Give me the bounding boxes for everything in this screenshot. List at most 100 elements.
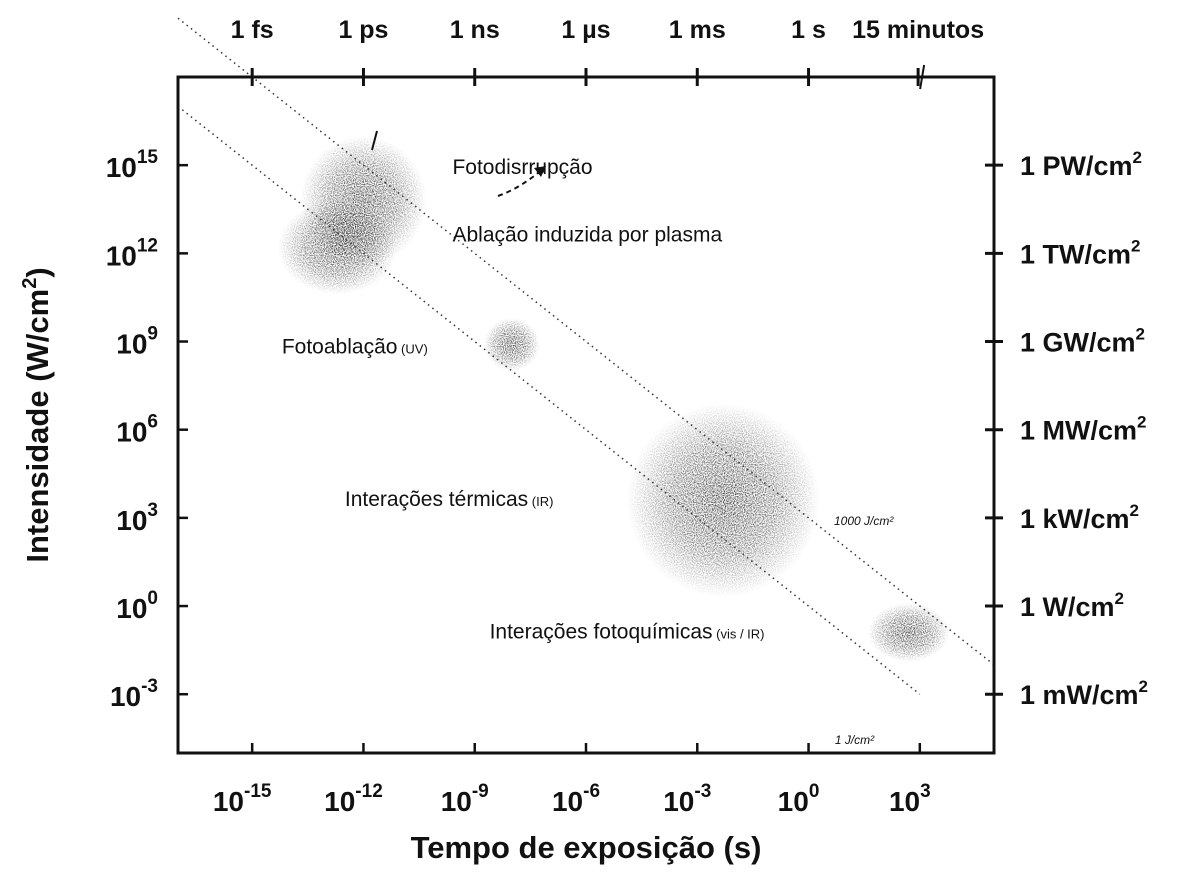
annotation-suffix-4: (vis / IR) <box>713 626 765 641</box>
right-tick-label-2: 1 GW/cm2 <box>1020 325 1145 358</box>
y-tick-exp-1: 12 <box>137 235 158 256</box>
fluence-line-1 <box>177 105 921 695</box>
y-tick-label-1: 1012 <box>106 235 158 271</box>
x-tick-exp-5: 0 <box>809 781 820 802</box>
right-tick-unit-1: 1 TW/cm <box>1020 239 1131 269</box>
right-tick-sup-3: 2 <box>1137 413 1146 432</box>
x-tick-base-5: 10 <box>778 786 809 817</box>
x-tick-label-2: 10-9 <box>441 781 489 817</box>
right-tick-label-4: 1 kW/cm2 <box>1020 501 1139 534</box>
fluence-line-label-1: 1 J/cm² <box>835 733 875 747</box>
x-tick-exp-4: -3 <box>694 781 711 802</box>
annotation-1: Ablação induzida por plasma <box>452 224 722 247</box>
right-tick-label-1: 1 TW/cm2 <box>1020 236 1141 269</box>
top-tick-label-2: 1 ns <box>450 16 500 44</box>
top-tick-label-1: 1 ps <box>338 16 388 44</box>
y-tick-base-0: 10 <box>106 152 137 183</box>
x-tick-exp-0: -15 <box>244 781 272 802</box>
x-tick-exp-6: 3 <box>920 781 931 802</box>
region-ablacao-plasma <box>278 200 397 295</box>
x-tick-base-1: 10 <box>324 786 355 817</box>
y-axis-label-main: Intensidade (W/cm <box>20 289 55 563</box>
annotation-0: Fotodisrrupção <box>452 156 592 179</box>
x-tick-base-6: 10 <box>889 786 920 817</box>
annotation-text-4: Interações fotoquímicas <box>490 620 713 643</box>
right-tick-unit-2: 1 GW/cm <box>1020 328 1136 358</box>
region-termicas <box>626 403 820 598</box>
right-tick-label-6: 1 mW/cm2 <box>1020 677 1148 710</box>
x-tick-base-4: 10 <box>663 786 694 817</box>
y-tick-exp-5: 0 <box>147 588 158 609</box>
y-tick-base-4: 10 <box>116 505 147 536</box>
right-tick-sup-5: 2 <box>1115 589 1124 608</box>
y-tick-label-0: 1015 <box>106 147 159 183</box>
annotation-text-2: Fotoablação <box>282 335 398 358</box>
right-tick-sup-6: 2 <box>1139 677 1148 696</box>
region-fotoablacao <box>484 318 540 371</box>
y-tick-base-1: 10 <box>106 240 137 271</box>
right-tick-unit-6: 1 mW/cm <box>1020 680 1139 710</box>
right-tick-unit-4: 1 kW/cm <box>1020 504 1130 534</box>
top-tick-label-3: 1 µs <box>561 16 610 44</box>
x-tick-base-3: 10 <box>552 786 583 817</box>
top-tick-label-4: 1 ms <box>669 16 726 44</box>
x-tick-exp-1: -12 <box>355 781 382 802</box>
fluence-line-label-0: 1000 J/cm² <box>834 514 894 528</box>
x-axis-label: Tempo de exposição (s) <box>411 830 762 865</box>
fluence-lines: 1000 J/cm² 1 J/cm² <box>177 17 995 747</box>
right-tick-label-5: 1 W/cm2 <box>1020 589 1124 622</box>
x-tick-base-2: 10 <box>441 786 472 817</box>
x-axis: 10-15 10-12 10-9 10-6 10-3 100 103 <box>213 743 931 817</box>
top-axis-break <box>919 64 926 90</box>
y-tick-label-3: 106 <box>116 412 158 448</box>
y-axis-label-sup: 2 <box>19 278 41 289</box>
y-tick-label-4: 103 <box>116 500 158 536</box>
fotodisrupcao-arrow-small <box>371 130 378 151</box>
x-tick-exp-3: -6 <box>583 781 600 802</box>
annotation-text-1: Ablação induzida por plasma <box>452 224 722 247</box>
top-time-axis: 1 fs 1 ps 1 ns 1 µs 1 ms 1 s 15 minutos <box>231 16 984 90</box>
right-tick-unit-3: 1 MW/cm <box>1020 416 1137 446</box>
x-tick-label-1: 10-12 <box>324 781 383 817</box>
right-tick-unit-0: 1 PW/cm <box>1020 151 1133 181</box>
x-tick-label-6: 103 <box>889 781 931 817</box>
y-tick-label-5: 100 <box>116 588 158 624</box>
y-axis-label-end: ) <box>20 267 55 277</box>
annotation-2: Fotoablação (UV) <box>282 335 428 358</box>
y-tick-exp-2: 9 <box>147 324 158 345</box>
right-tick-unit-5: 1 W/cm <box>1020 592 1115 622</box>
y-axis-label: Intensidade (W/cm2) <box>19 267 55 562</box>
region-blobs <box>278 135 950 662</box>
y-tick-exp-4: 3 <box>147 500 158 521</box>
right-tick-label-0: 1 PW/cm2 <box>1020 148 1142 181</box>
right-tick-label-3: 1 MW/cm2 <box>1020 413 1147 446</box>
y-tick-base-5: 10 <box>116 593 147 624</box>
y-tick-exp-3: 6 <box>147 412 158 433</box>
annotation-text-3: Interações térmicas <box>345 488 528 511</box>
annotation-3: Interações térmicas (IR) <box>345 488 554 511</box>
y-tick-exp-6: -3 <box>141 676 158 697</box>
y-tick-base-2: 10 <box>116 329 147 360</box>
y-tick-base-6: 10 <box>110 681 141 712</box>
top-tick-label-5: 1 s <box>791 16 826 44</box>
annotation-text-0: Fotodisrrupção <box>452 156 592 179</box>
right-tick-sup-0: 2 <box>1133 148 1142 167</box>
x-tick-label-0: 10-15 <box>213 781 272 817</box>
y-tick-label-6: 10-3 <box>110 676 158 712</box>
x-tick-label-4: 10-3 <box>663 781 711 817</box>
top-tick-label-6: 15 minutos <box>852 16 984 44</box>
region-annotations: Fotodisrrupção Ablação induzida por plasm… <box>282 156 765 643</box>
right-tick-sup-2: 2 <box>1136 325 1145 344</box>
right-tick-sup-1: 2 <box>1131 236 1140 255</box>
x-tick-base-0: 10 <box>213 786 244 817</box>
annotation-4: Interações fotoquímicas (vis / IR) <box>490 620 765 643</box>
top-tick-label-0: 1 fs <box>231 16 274 44</box>
y-tick-exp-0: 15 <box>137 147 159 168</box>
fotodisrupcao-arrowhead <box>534 166 546 177</box>
x-tick-label-5: 100 <box>778 781 820 817</box>
right-tick-sup-4: 2 <box>1130 501 1139 520</box>
y-tick-label-2: 109 <box>116 324 158 360</box>
